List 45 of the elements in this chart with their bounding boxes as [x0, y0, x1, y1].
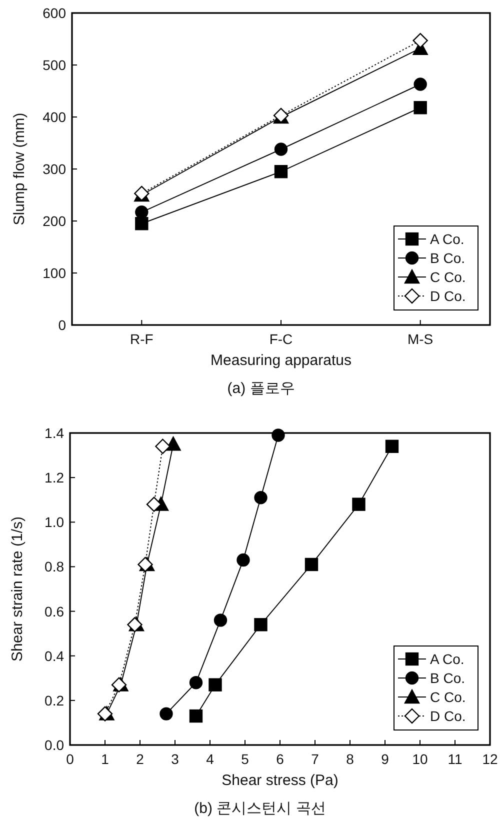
ytick: 1.0: [44, 514, 64, 530]
legend-label: C Co.: [430, 689, 466, 705]
xtick: 5: [241, 751, 249, 767]
legend-label: A Co.: [430, 231, 464, 247]
legend-label: D Co.: [430, 288, 466, 304]
xtick: 9: [381, 751, 389, 767]
xtick: 4: [206, 751, 214, 767]
xtick: 2: [136, 751, 144, 767]
ytick: 0.6: [44, 603, 64, 620]
ytick: 400: [42, 109, 66, 125]
xtick: 12: [482, 751, 498, 767]
ytick: 0.0: [44, 737, 64, 753]
xtick: 1: [101, 751, 109, 767]
xlabel: Measuring apparatus: [210, 352, 352, 369]
xtick: 10: [412, 751, 428, 767]
ytick: 0.4: [44, 648, 64, 664]
ylabel: Slump flow (mm): [11, 112, 28, 226]
caption: (a) 플로우: [227, 380, 295, 397]
ylabel: Shear strain rate (1/s): [9, 516, 26, 662]
legend-label: B Co.: [430, 250, 466, 266]
ytick: 100: [42, 265, 66, 281]
xtick: M-S: [408, 331, 434, 347]
xtick: F-C: [269, 331, 293, 347]
ytick: 200: [42, 213, 66, 229]
ytick: 1.2: [44, 470, 64, 486]
xtick: 3: [171, 751, 179, 767]
legend-label: D Co.: [430, 708, 466, 724]
xlabel: Shear stress (Pa): [222, 772, 338, 789]
legend-label: C Co.: [430, 269, 466, 285]
xtick: 6: [276, 751, 284, 767]
xtick: R-F: [130, 331, 154, 347]
ytick: 1.4: [44, 425, 64, 441]
ytick: 0.2: [44, 692, 64, 708]
xtick: 0: [66, 751, 74, 767]
ytick: 0: [58, 317, 66, 333]
ytick: 600: [42, 5, 66, 21]
ytick: 500: [42, 57, 66, 73]
ytick: 0.8: [44, 558, 64, 575]
xtick: 8: [346, 751, 354, 767]
legend-label: B Co.: [430, 670, 466, 686]
legend-label: A Co.: [430, 651, 464, 667]
caption: (b) 콘시스턴시 곡선: [194, 800, 326, 817]
xtick: 7: [311, 751, 319, 767]
xtick: 11: [448, 751, 462, 767]
ytick: 300: [42, 161, 66, 177]
